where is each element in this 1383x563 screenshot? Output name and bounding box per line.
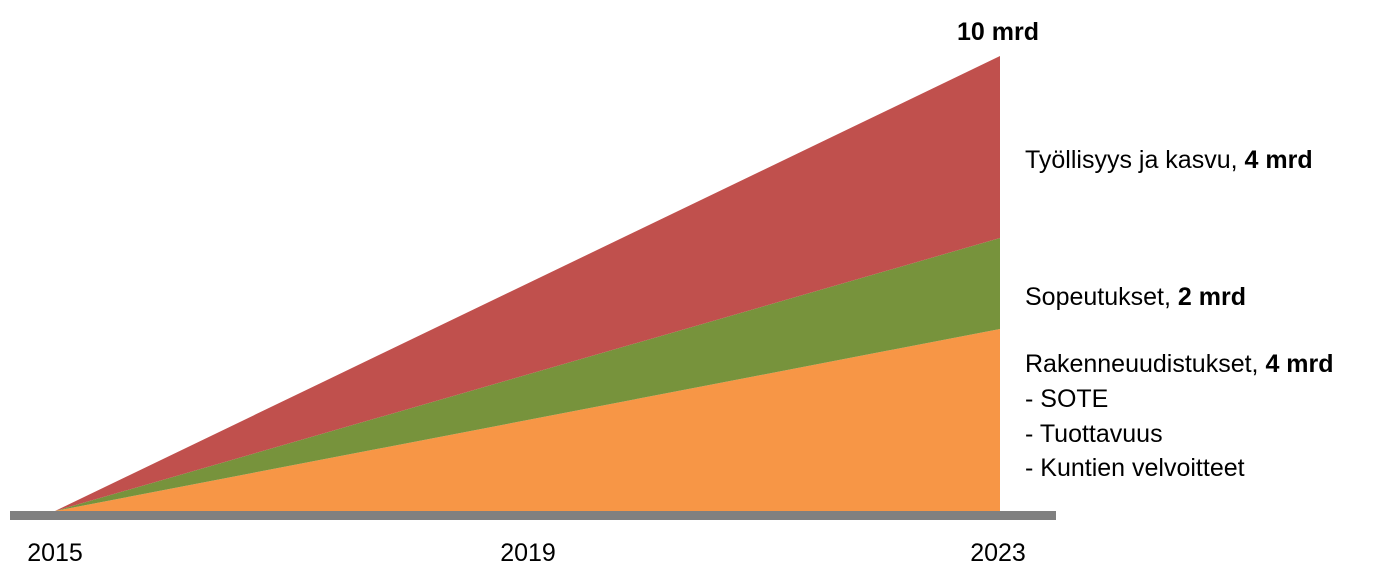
sub-item-sote: - SOTE (1025, 385, 1108, 413)
series-name-sopeutukset: Sopeutukset (1025, 283, 1164, 311)
x-tick-label-2015: 2015 (27, 539, 83, 563)
x-axis-bar (10, 511, 1056, 520)
series-label-tyollisyys: Työllisyys ja kasvu, 4 mrd (1025, 146, 1313, 174)
series-value-tyollisyys: 4 mrd (1245, 146, 1313, 174)
total-label: 10 mrd (957, 18, 1039, 46)
sub-item-tuottavuus: - Tuottavuus (1025, 420, 1163, 448)
series-labels: Työllisyys ja kasvu, 4 mrd Sopeutukset, … (1025, 146, 1334, 482)
series-value-rakenneuudistukset: 4 mrd (1265, 350, 1333, 378)
series-name-rakenneuudistukset: Rakenneuudistukset (1025, 350, 1252, 378)
series-value-sopeutukset: 2 mrd (1178, 283, 1246, 311)
series-label-sopeutukset: Sopeutukset, 2 mrd (1025, 283, 1246, 311)
x-tick-labels: 2015 2019 2023 (27, 539, 1026, 563)
series-name-tyollisyys: Työllisyys ja kasvu (1025, 146, 1231, 174)
chart-areas (55, 56, 1000, 511)
series-label-rakenneuudistukset: Rakenneuudistukset, 4 mrd (1025, 350, 1334, 378)
x-tick-label-2023: 2023 (970, 539, 1026, 563)
x-tick-label-2019: 2019 (500, 539, 556, 563)
sub-item-kuntien-velvoitteet: - Kuntien velvoitteet (1025, 454, 1245, 482)
area-työllisyys-ja-kasvu (55, 56, 1000, 511)
